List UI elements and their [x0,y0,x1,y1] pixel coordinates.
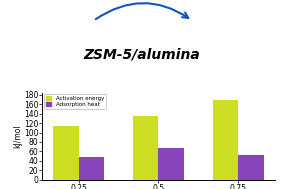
Bar [238,155,264,180]
Bar [53,125,79,180]
Bar [158,148,184,180]
Bar [79,157,104,180]
Bar [133,116,158,180]
Legend: Activation energy, Adsorption heat: Activation energy, Adsorption heat [44,94,106,109]
Bar [213,100,238,180]
Y-axis label: kJ/mol: kJ/mol [13,124,22,148]
Text: ZSM-5/alumina: ZSM-5/alumina [83,48,200,62]
